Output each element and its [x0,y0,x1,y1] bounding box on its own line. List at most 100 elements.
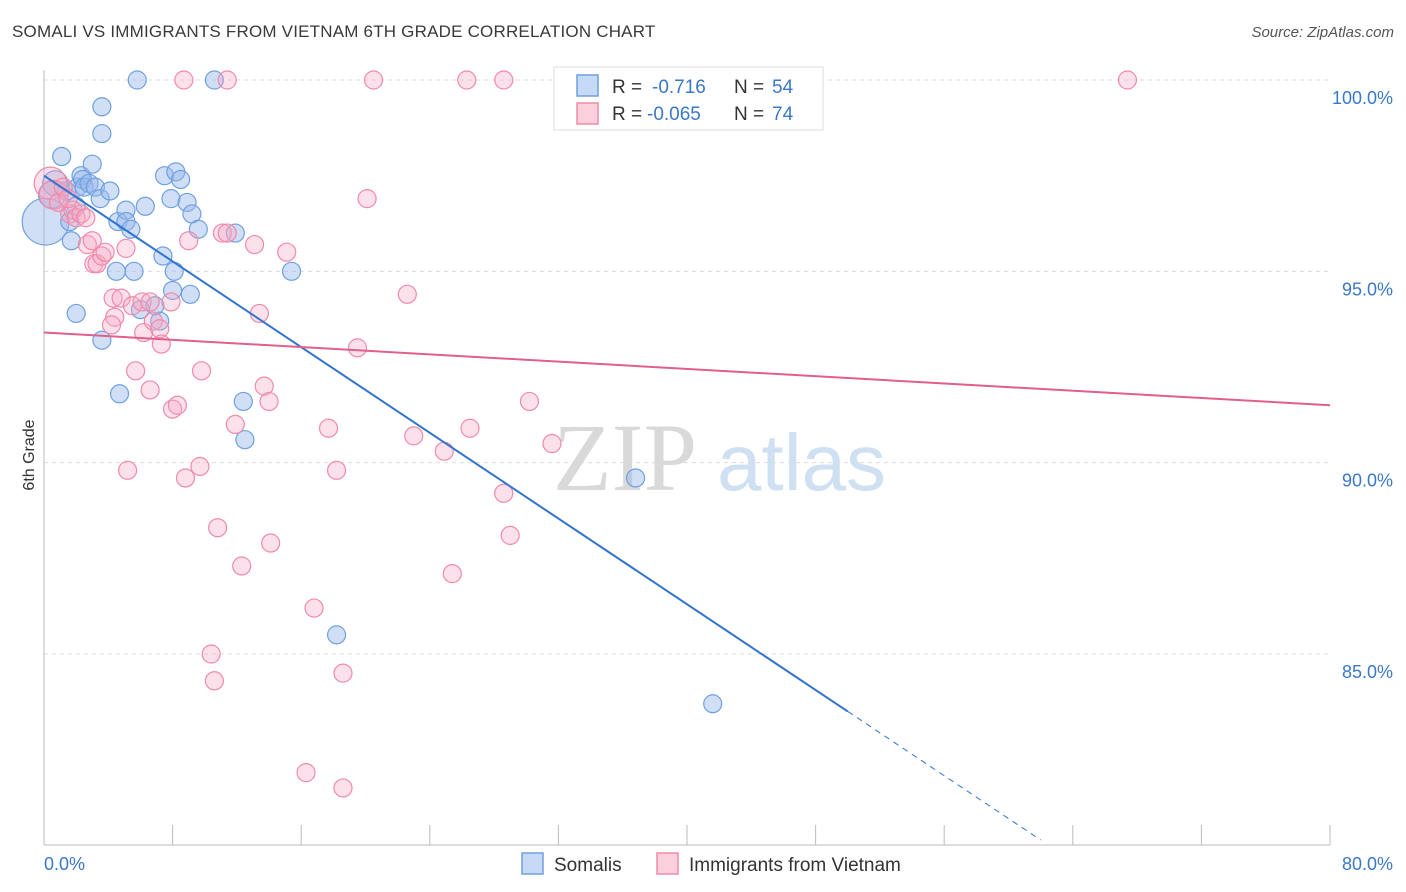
point-somalis-6 [61,231,81,251]
point-somalis-35 [106,261,126,281]
legend-box [553,66,824,131]
point-somalis-14 [85,177,106,197]
point-vietnam-61 [494,483,514,503]
bottom-legend-swatch-somalis [521,852,544,875]
bottom-legend: Somalis Immigrants from Vietnam [521,852,901,876]
point-vietnam-73 [140,292,160,312]
point-vietnam-14 [95,242,115,262]
point-vietnam-56 [397,284,417,304]
point-vietnam-54 [347,338,368,358]
legend-n-label-2: N = [734,104,764,125]
point-somalis-47 [326,625,347,645]
point-vietnam-68 [363,70,384,90]
legend-r-value-1: -0.716 [652,77,706,98]
point-vietnam-40 [225,414,245,434]
legend-swatch-vietnam [576,102,599,125]
point-vietnam-39 [217,223,237,243]
point-vietnam-59 [442,564,462,584]
legend-r-label-1: R = [612,77,642,98]
point-vietnam-70 [494,70,514,90]
point-vietnam-38 [212,223,233,243]
point-somalis-22 [121,219,141,239]
point-vietnam-46 [261,533,281,553]
point-somalis-3 [52,146,72,167]
point-vietnam-41 [232,556,252,576]
point-vietnam-66 [174,70,194,90]
point-somalis-15 [90,189,110,209]
point-vietnam-50 [318,418,339,438]
point-vietnam-19 [116,238,136,258]
point-vietnam-31 [175,468,196,488]
point-somalis-0 [21,197,70,246]
point-vietnam-17 [101,315,122,335]
point-vietnam-33 [190,456,210,477]
point-vietnam-63 [519,391,540,412]
point-vietnam-29 [126,361,146,381]
trend-line-vietnam [43,331,1331,407]
point-vietnam-21 [132,292,152,312]
point-somalis-28 [164,261,184,281]
point-vietnam-55 [357,189,377,209]
point-vietnam-65 [117,460,138,480]
point-vietnam-58 [434,441,454,461]
point-vietnam-57 [404,426,424,446]
point-vietnam-44 [254,376,274,396]
legend-r-label-2: R = [612,104,642,125]
chart-title: SOMALI VS IMMIGRANTS FROM VIETNAM 6TH GR… [12,22,656,41]
trend-lines [43,174,1331,841]
y-axis-label: 6th Grade [21,419,38,490]
legend-r-value-2: -0.065 [647,104,701,125]
watermark-atlas: atlas [717,418,886,507]
tick-labels: 85.0% 90.0% 95.0% 100.0% 0.0% 80.0% [44,88,1393,874]
point-somalis-40 [66,303,86,324]
point-somalis-45 [281,261,302,281]
point-vietnam-35 [201,644,221,664]
y-tick-label-3: 100.0% [1332,88,1393,108]
trend-line-somalis [43,174,849,713]
bottom-legend-vietnam: Immigrants from Vietnam [689,855,901,876]
watermark-zip: ZIP [553,404,697,511]
x-tick-label-0: 0.0% [44,854,85,874]
point-vietnam-36 [204,671,224,691]
point-vietnam-62 [500,525,520,545]
point-somalis-30 [171,169,191,190]
point-somalis-39 [150,311,170,331]
point-vietnam-34 [191,361,212,381]
point-somalis-42 [109,384,130,404]
legend-n-label-1: N = [734,77,764,98]
point-vietnam-24 [150,319,170,339]
legend-n-value-2: 74 [772,104,794,125]
top-legend: R = -0.716 N = 54 R = -0.065 N = 74 [553,66,824,131]
point-vietnam-67 [217,70,237,90]
point-somalis-44 [235,430,255,450]
trend-line-dashed-somalis [847,710,1041,841]
point-vietnam-48 [296,763,316,783]
point-vietnam-51 [326,460,347,480]
point-vietnam-71 [1117,70,1138,90]
legend-swatch-somalis [576,74,599,97]
point-vietnam-60 [460,418,480,438]
point-somalis-24 [135,196,155,216]
axes [43,70,1331,846]
point-vietnam-45 [259,391,279,412]
point-vietnam-26 [161,292,181,312]
point-vietnam-18 [111,288,131,308]
point-somalis-26 [154,166,175,186]
point-somalis-43 [233,391,253,412]
point-somalis-23 [124,261,144,281]
point-vietnam-64 [542,433,562,454]
point-vietnam-69 [457,70,477,90]
legend-n-value-1: 54 [772,77,794,98]
point-vietnam-8 [76,208,96,228]
watermark: ZIP atlas [553,404,886,511]
point-somalis-46 [625,468,646,488]
point-vietnam-28 [167,395,188,415]
point-vietnam-25 [151,334,171,354]
point-somalis-16 [92,97,112,117]
point-somalis-49 [127,70,147,90]
point-vietnam-49 [304,598,324,618]
point-vietnam-30 [140,380,160,400]
y-tick-label-2: 95.0% [1342,279,1393,299]
point-somalis-17 [92,123,112,144]
